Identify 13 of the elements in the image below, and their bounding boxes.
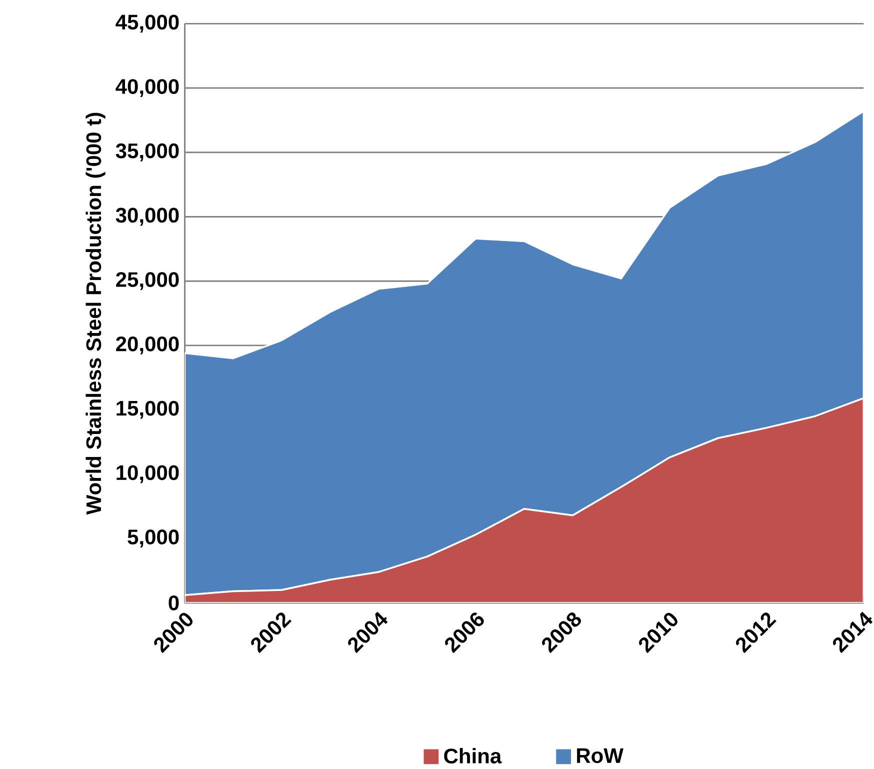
y-tick-label: 30,000 xyxy=(116,208,179,226)
y-tick-label: 25,000 xyxy=(116,272,179,290)
legend-label: China xyxy=(444,748,502,764)
y-tick-label: 5,000 xyxy=(128,530,179,548)
legend-label: RoW xyxy=(577,748,624,764)
y-tick-label: 15,000 xyxy=(116,400,179,419)
y-tick-label: 0 xyxy=(168,595,179,610)
y-tick-label: 40,000 xyxy=(116,79,179,97)
y-axis-title: World Stainless Steel Production ('000 t) xyxy=(86,112,106,515)
y-tick-label: 20,000 xyxy=(116,336,179,354)
y-tick-label: 35,000 xyxy=(116,143,179,162)
y-tick-label: 10,000 xyxy=(116,465,179,484)
y-tick-label: 45,000 xyxy=(116,14,179,33)
